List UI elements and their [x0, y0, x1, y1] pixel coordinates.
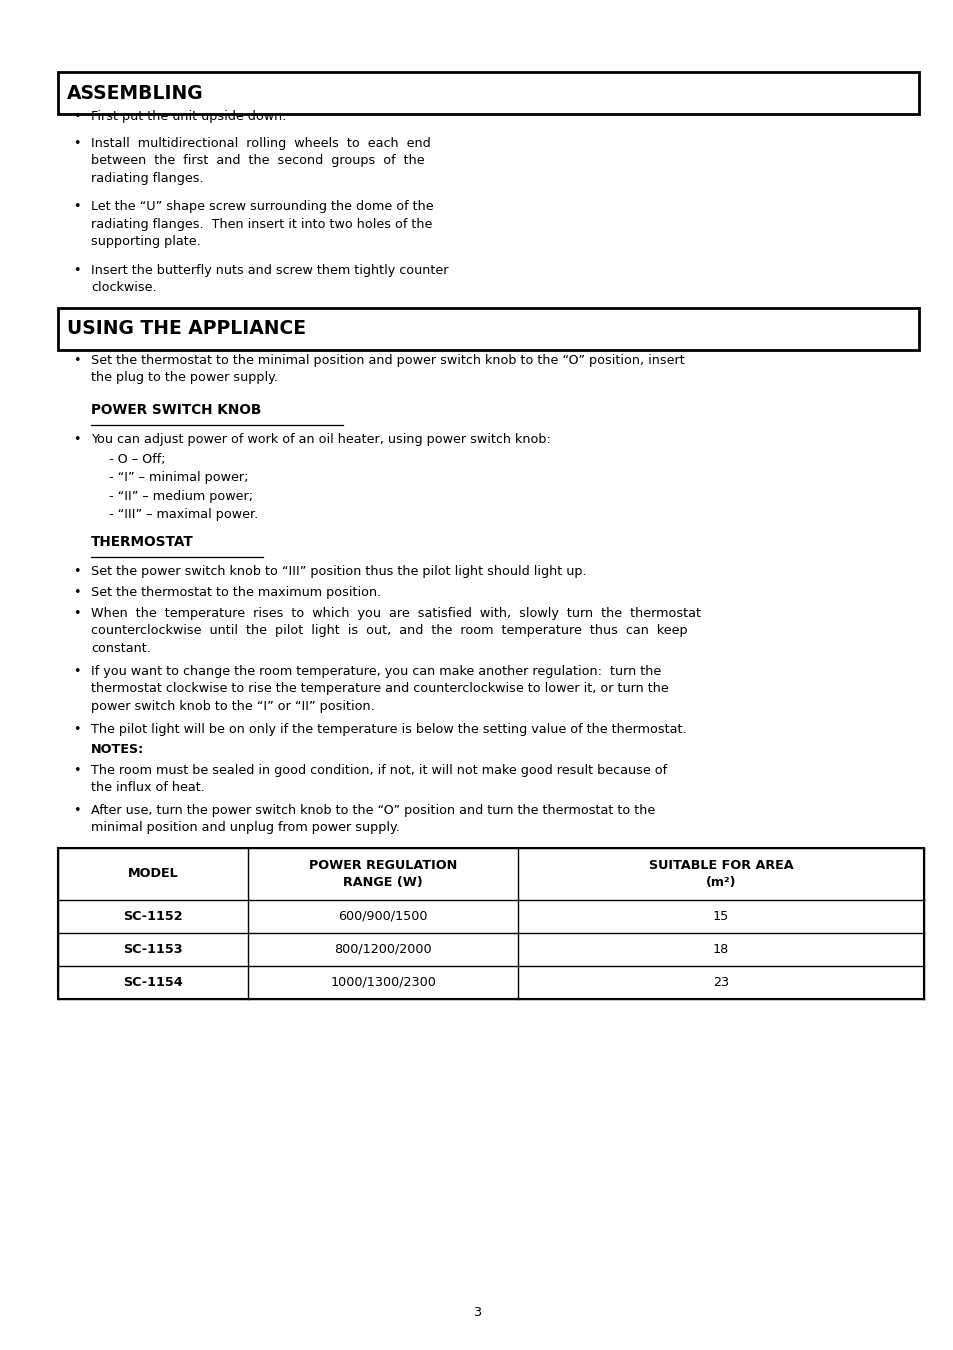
Text: If you want to change the room temperature, you can make another regulation:  tu: If you want to change the room temperatu… [91, 664, 668, 713]
Text: •: • [73, 432, 80, 446]
Text: After use, turn the power switch knob to the “O” position and turn the thermosta: After use, turn the power switch knob to… [91, 803, 655, 834]
Text: SC-1152: SC-1152 [123, 910, 183, 923]
Text: SUITABLE FOR AREA
(m²): SUITABLE FOR AREA (m²) [648, 859, 793, 888]
Text: Insert the butterfly nuts and screw them tightly counter
clockwise.: Insert the butterfly nuts and screw them… [91, 263, 448, 294]
Text: The pilot light will be on only if the temperature is below the setting value of: The pilot light will be on only if the t… [91, 722, 686, 736]
Text: Install  multidirectional  rolling  wheels  to  each  end
between  the  first  a: Install multidirectional rolling wheels … [91, 136, 431, 185]
Text: Let the “U” shape screw surrounding the dome of the
radiating flanges.  Then ins: Let the “U” shape screw surrounding the … [91, 200, 434, 248]
Text: 18: 18 [712, 942, 728, 956]
Text: - O – Off;: - O – Off; [109, 452, 166, 466]
Text: •: • [73, 354, 80, 366]
Text: - “II” – medium power;: - “II” – medium power; [109, 490, 253, 502]
Text: •: • [73, 586, 80, 599]
Text: SC-1153: SC-1153 [123, 942, 183, 956]
Text: •: • [73, 606, 80, 620]
Bar [58, 308, 918, 350]
Text: Set the thermostat to the minimal position and power switch knob to the “O” posi: Set the thermostat to the minimal positi… [91, 354, 684, 383]
Text: SC-1154: SC-1154 [123, 976, 183, 990]
Text: 1000/1300/2300: 1000/1300/2300 [330, 976, 436, 990]
Text: ASSEMBLING: ASSEMBLING [67, 84, 203, 103]
Text: •: • [73, 109, 80, 123]
Text: 15: 15 [712, 910, 728, 923]
Text: The room must be sealed in good condition, if not, it will not make good result : The room must be sealed in good conditio… [91, 764, 666, 794]
Text: •: • [73, 722, 80, 736]
Text: - “I” – minimal power;: - “I” – minimal power; [109, 471, 248, 485]
Text: 800/1200/2000: 800/1200/2000 [334, 942, 432, 956]
Text: First put the unit upside down.: First put the unit upside down. [91, 109, 286, 123]
Text: •: • [73, 803, 80, 817]
Text: - “III” – maximal power.: - “III” – maximal power. [109, 508, 258, 521]
Text: NOTES:: NOTES: [91, 744, 144, 756]
Text: You can adjust power of work of an oil heater, using power switch knob:: You can adjust power of work of an oil h… [91, 432, 550, 446]
Text: USING THE APPLIANCE: USING THE APPLIANCE [67, 319, 306, 338]
Text: Set the thermostat to the maximum position.: Set the thermostat to the maximum positi… [91, 586, 381, 599]
Text: THERMOSTAT: THERMOSTAT [91, 535, 193, 548]
Text: 23: 23 [712, 976, 728, 990]
Bar [58, 72, 918, 113]
Text: •: • [73, 664, 80, 678]
Text: POWER SWITCH KNOB: POWER SWITCH KNOB [91, 402, 261, 417]
Bar [58, 848, 923, 999]
Text: 600/900/1500: 600/900/1500 [338, 910, 427, 923]
Text: 3: 3 [473, 1305, 480, 1319]
Text: Set the power switch knob to “III” position thus the pilot light should light up: Set the power switch knob to “III” posit… [91, 564, 586, 578]
Text: •: • [73, 764, 80, 776]
Text: •: • [73, 263, 80, 277]
Text: •: • [73, 564, 80, 578]
Text: POWER REGULATION
RANGE (W): POWER REGULATION RANGE (W) [309, 859, 456, 888]
Text: •: • [73, 136, 80, 150]
Text: •: • [73, 200, 80, 213]
Text: MODEL: MODEL [128, 868, 178, 880]
Text: When  the  temperature  rises  to  which  you  are  satisfied  with,  slowly  tu: When the temperature rises to which you … [91, 606, 700, 655]
